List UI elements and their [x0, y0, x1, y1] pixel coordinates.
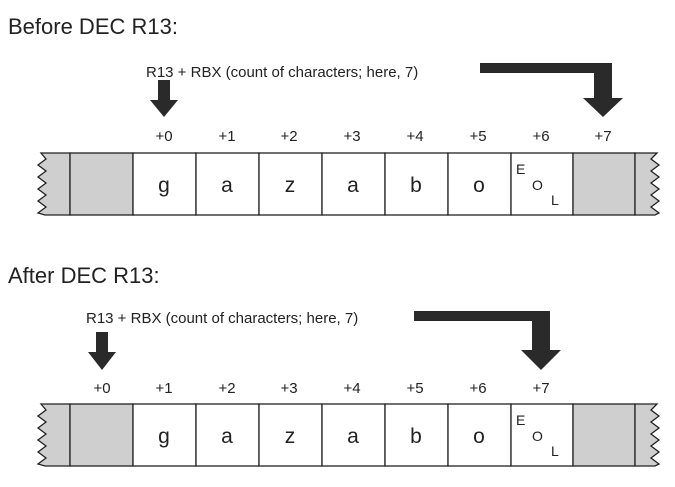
cell-char: z: [285, 425, 296, 448]
eol-letter-l: L: [551, 192, 559, 208]
offset-label: +7: [532, 380, 549, 397]
offset-label: +7: [594, 128, 611, 145]
cell-char: b: [410, 174, 422, 197]
eol-letter-l: L: [551, 443, 559, 459]
cell-char: o: [473, 174, 485, 197]
offset-label: +3: [343, 128, 360, 145]
panel-after: After DEC R13: R13 + RBX (count of chara…: [8, 263, 661, 467]
offset-label: +1: [155, 380, 172, 397]
offset-label: +2: [218, 380, 235, 397]
cell-char: a: [221, 174, 233, 197]
memory-cell: [195, 152, 260, 216]
cell-char: o: [473, 425, 485, 448]
offset-label: +6: [532, 128, 549, 145]
memory-cell: [447, 152, 512, 216]
strip-torn-edge-right: [634, 152, 661, 216]
cell-char: z: [285, 174, 296, 197]
offset-label: +6: [469, 380, 486, 397]
cell-char: b: [410, 425, 422, 448]
offset-label: +5: [406, 380, 423, 397]
memory-cell: [132, 152, 197, 216]
memory-cell-filled: [69, 403, 134, 467]
memory-cell: [132, 403, 197, 467]
panel-title: After DEC R13:: [8, 263, 160, 288]
panel-before: Before DEC R13: R13 + RBX (count of char…: [8, 14, 661, 216]
memory-cell-filled: [572, 403, 636, 467]
memory-strip: g a z a b o E O L: [36, 403, 661, 467]
memory-cell: [384, 152, 449, 216]
pointer-caption: R13 + RBX (count of characters; here, 7): [146, 64, 418, 81]
memory-cell-eol: [510, 152, 574, 216]
eol-letter-e: E: [516, 161, 525, 177]
panel-title: Before DEC R13:: [8, 14, 178, 39]
eol-letter-o: O: [532, 428, 543, 444]
offset-label: +4: [343, 380, 360, 397]
offset-label: +0: [155, 128, 172, 145]
strip-torn-edge-left: [36, 403, 71, 467]
memory-strip: g a z a b o E O L: [36, 152, 661, 216]
strip-torn-edge-left: [36, 152, 71, 216]
end-pointer-arrow: [414, 311, 561, 370]
eol-letter-e: E: [516, 412, 525, 428]
eol-letter-o: O: [532, 177, 543, 193]
memory-cell-filled: [572, 152, 636, 216]
memory-cell: [447, 403, 512, 467]
r13-pointer-arrow: [88, 332, 116, 370]
offset-label: +3: [280, 380, 297, 397]
pointer-caption: R13 + RBX (count of characters; here, 7): [86, 310, 358, 327]
cell-char: g: [158, 174, 170, 197]
cell-char: g: [158, 425, 170, 448]
memory-cell: [195, 403, 260, 467]
offset-label: +5: [469, 128, 486, 145]
memory-cell: [258, 152, 323, 216]
end-pointer-arrow: [480, 63, 623, 117]
offset-label: +1: [218, 128, 235, 145]
memory-cell: [258, 403, 323, 467]
r13-pointer-arrow: [150, 80, 178, 117]
memory-cell-eol: [510, 403, 574, 467]
offset-label: +2: [280, 128, 297, 145]
offset-label: +4: [406, 128, 423, 145]
memory-cell-filled: [69, 152, 134, 216]
offset-label: +0: [93, 380, 110, 397]
cell-char: a: [221, 425, 233, 448]
memory-cell: [384, 403, 449, 467]
cell-char: a: [347, 425, 359, 448]
cell-char: a: [347, 174, 359, 197]
strip-torn-edge-right: [634, 403, 661, 467]
